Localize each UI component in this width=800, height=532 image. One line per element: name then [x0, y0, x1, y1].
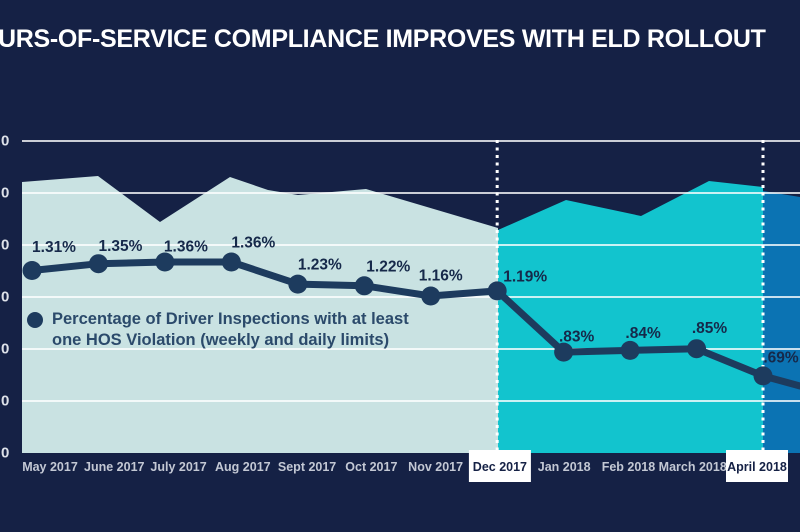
data-point-label: 1.16%: [419, 268, 463, 285]
y-axis-label: 0: [1, 445, 9, 462]
legend-text-line1: Percentage of Driver Inspections with at…: [52, 310, 409, 328]
y-axis-label: 0: [1, 393, 9, 410]
data-point-label: 1.35%: [98, 238, 142, 255]
month-label: Sept 2017: [278, 460, 336, 474]
data-point: [687, 339, 707, 359]
month-label: Oct 2017: [345, 460, 397, 474]
data-point: [753, 366, 773, 386]
area-fill-segment-3: [763, 191, 800, 453]
month-highlight-box: [725, 450, 788, 482]
month-label: May 2017: [22, 460, 78, 474]
month-label: Dec 2017: [473, 460, 527, 474]
month-label: Nov 2017: [408, 460, 463, 474]
data-point-label: .84%: [625, 325, 661, 342]
data-point-label: .85%: [692, 320, 728, 337]
data-point-label: 1.22%: [366, 258, 410, 275]
data-point: [354, 276, 374, 296]
month-label: Jan 2018: [538, 460, 591, 474]
data-point: [554, 342, 574, 362]
y-axis-label: 0: [1, 185, 9, 202]
y-axis-label: 0: [1, 289, 9, 306]
data-point-label: .83%: [559, 329, 595, 346]
month-label: June 2017: [84, 460, 145, 474]
month-label: July 2017: [150, 460, 206, 474]
month-label: Aug 2017: [215, 460, 271, 474]
page-title: URS-OF-SERVICE COMPLIANCE IMPROVES WITH …: [0, 25, 766, 53]
data-point-label: 1.36%: [164, 239, 208, 256]
data-point: [288, 274, 308, 294]
area-fill-segment-2: [498, 181, 763, 453]
data-point-label: .69%: [763, 349, 799, 366]
month-label: March 2018: [659, 460, 727, 474]
legend-dot-icon: [27, 312, 43, 328]
month-label: Feb 2018: [602, 460, 656, 474]
data-point: [22, 261, 42, 280]
y-axis-label: 0: [1, 133, 9, 150]
legend-text: Percentage of Driver Inspections with at…: [52, 309, 409, 351]
month-label: April 2018: [727, 460, 787, 474]
data-point-label: 1.31%: [32, 239, 76, 256]
data-point: [221, 252, 241, 272]
data-point-label: 1.19%: [503, 268, 547, 285]
y-axis-label: 0: [1, 237, 9, 254]
data-point: [88, 254, 108, 274]
month-highlight-box: [468, 450, 531, 482]
data-point: [155, 252, 175, 272]
chart-legend: Percentage of Driver Inspections with at…: [27, 309, 427, 351]
data-point: [620, 340, 640, 360]
data-point-label: 1.36%: [231, 235, 275, 252]
y-axis-label: 0: [1, 341, 9, 358]
data-point: [421, 286, 441, 306]
legend-text-line2: one HOS Violation (weekly and daily limi…: [52, 331, 390, 349]
data-point: [487, 281, 507, 301]
data-point-label: 1.23%: [298, 257, 342, 274]
